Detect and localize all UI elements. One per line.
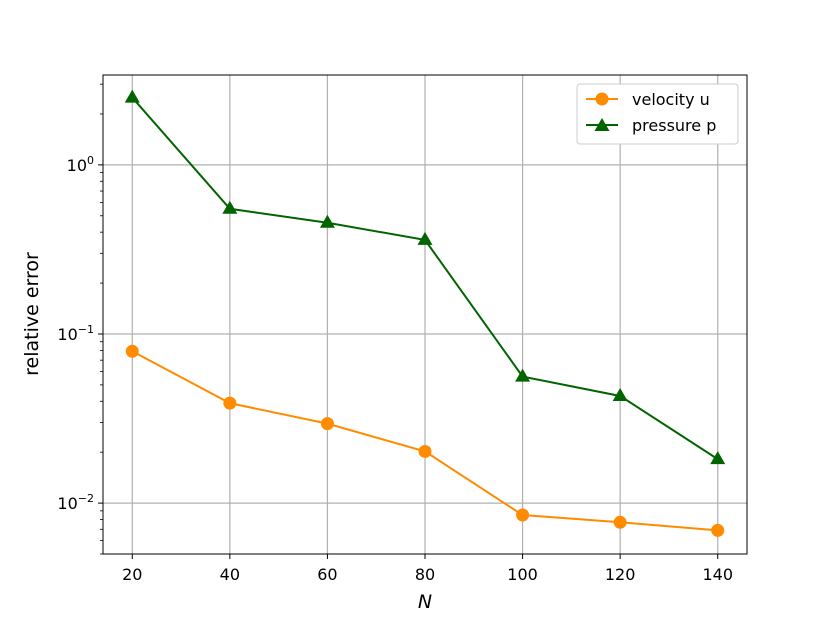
legend-label-velocity: velocity u xyxy=(632,90,710,109)
data-point xyxy=(613,515,627,529)
data-point xyxy=(516,508,530,522)
data-point xyxy=(223,396,237,410)
x-tick-label: 60 xyxy=(317,565,337,584)
data-point xyxy=(612,387,628,401)
data-point xyxy=(222,200,238,214)
data-point xyxy=(125,344,139,358)
data-point xyxy=(320,417,334,431)
y-tick-label: 10−2 xyxy=(57,492,94,513)
data-point xyxy=(515,368,531,382)
y-tick-label: 100 xyxy=(67,154,94,175)
data-point xyxy=(418,444,432,458)
x-tick-label: 140 xyxy=(702,565,733,584)
legend-marker-velocity xyxy=(595,92,609,106)
x-axis-label: N xyxy=(418,591,432,613)
grid xyxy=(103,75,747,554)
legend: velocity u pressure p xyxy=(576,83,739,145)
y-axis-label: relative error xyxy=(21,252,43,376)
data-point xyxy=(417,231,433,245)
data-point xyxy=(711,523,725,537)
x-tick-label: 20 xyxy=(122,565,142,584)
x-tick-label: 40 xyxy=(220,565,240,584)
y-tick-label: 10−1 xyxy=(57,323,94,344)
x-tick-label: 100 xyxy=(507,565,538,584)
data-point xyxy=(124,89,140,103)
legend-marker-pressure xyxy=(594,118,610,131)
series-layer xyxy=(124,89,726,537)
x-tick-label: 120 xyxy=(605,565,636,584)
legend-label-pressure: pressure p xyxy=(632,116,716,135)
data-point xyxy=(319,214,335,228)
x-tick-label: 80 xyxy=(415,565,435,584)
data-point xyxy=(710,451,726,465)
ticks: 20 40 60 80 100 120 140 10−2 10−1 100 xyxy=(57,83,733,584)
